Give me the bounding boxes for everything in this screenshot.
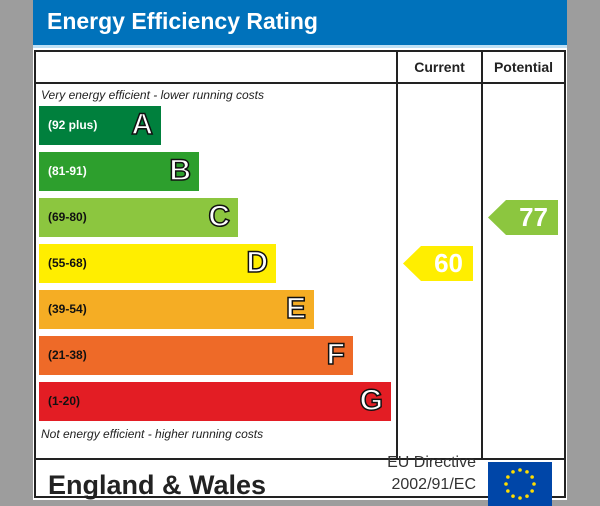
band-range: (81-91) [48,164,87,178]
band-bar-G: (1-20) G [39,382,391,421]
directive-line2: 2002/91/EC [391,476,476,493]
band-letter: D [246,245,269,280]
divider [481,52,483,460]
eu-flag-icon [488,462,552,506]
band-range: (55-68) [48,256,87,270]
star [506,489,510,493]
note-bottom: Not energy efficient - higher running co… [41,427,264,441]
band-letter: G [359,383,384,418]
band-letter: E [285,291,307,326]
band-range: (1-20) [48,394,81,408]
band-range: (21-38) [48,348,87,362]
region-label: England & Wales [48,470,267,500]
potential-rating-value: 77 [519,202,548,232]
star [518,468,522,472]
band-letter: F [326,337,346,372]
band-range: (39-54) [48,302,87,316]
epc-panel: Energy Efficiency Rating Current Potenti… [33,0,567,506]
band-range: (69-80) [48,210,87,224]
band-bar-A: (92 plus) A [39,106,161,145]
page-title: Energy Efficiency Rating [47,8,318,34]
star [504,482,508,486]
band-bar-E: (39-54) E [39,290,314,329]
band-letter: B [169,153,192,188]
current-rating-value: 60 [434,248,463,278]
band-letter: A [131,107,154,142]
divider [36,82,564,84]
star [530,489,534,493]
star [511,494,515,498]
star [506,475,510,479]
star [511,470,515,474]
column-potential: Potential [493,59,554,75]
band-bar-D: (55-68) D [39,244,276,283]
note-top: Very energy efficient - lower running co… [41,88,264,102]
band-bar-B: (81-91) B [39,152,199,191]
current-rating-arrow: 60 [403,246,473,281]
band-bar-C: (69-80) C [39,198,238,237]
star [525,470,529,474]
band-bar-F: (21-38) F [39,336,353,375]
rating-table: Current Potential Very energy efficient … [34,50,566,506]
column-current: Current [414,59,465,75]
band-letter: C [208,199,231,234]
header: Energy Efficiency Rating [33,0,567,48]
potential-rating-arrow: 77 [488,200,558,235]
star [530,475,534,479]
band-range: (92 plus) [48,118,98,132]
star [518,496,522,500]
divider [396,52,398,460]
directive-line1: EU Directive [387,454,476,471]
divider [36,458,564,460]
star [532,482,536,486]
star [525,494,529,498]
